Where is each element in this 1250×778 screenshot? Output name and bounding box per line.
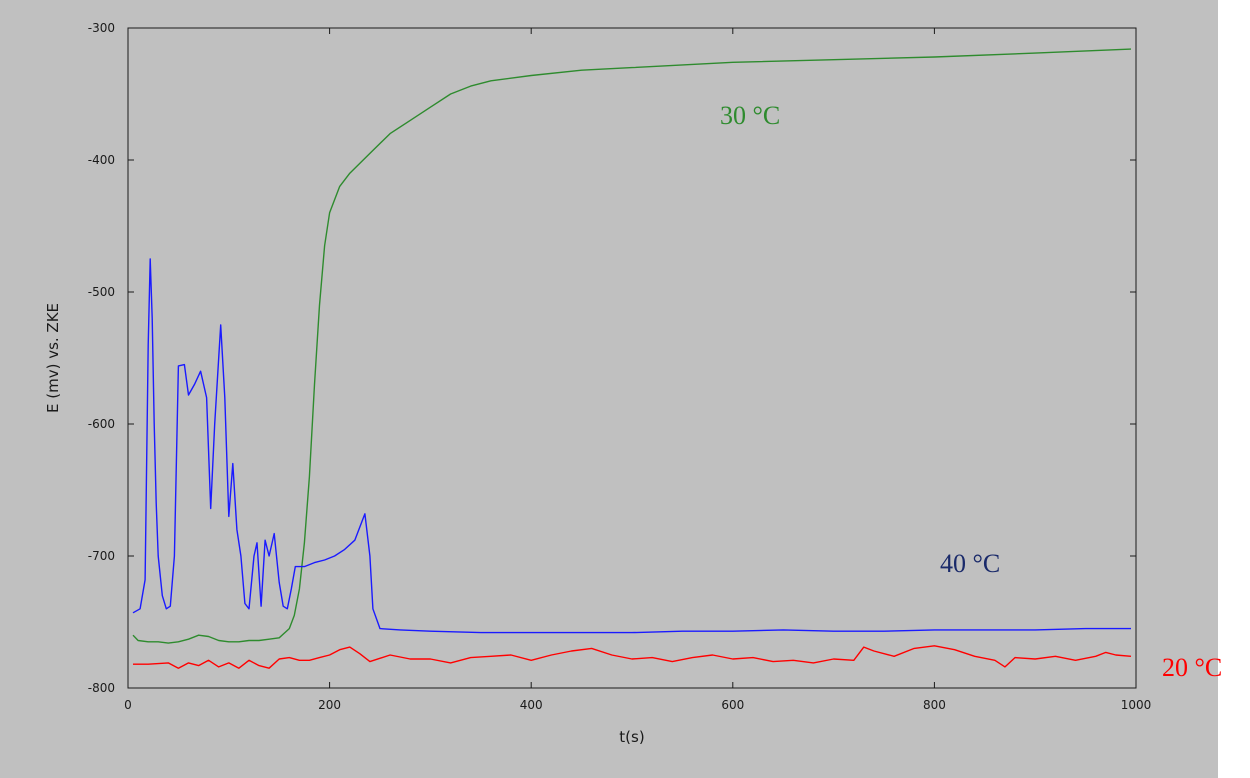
y-tick-label: -500 — [88, 285, 115, 299]
series-label-40c: 40 °C — [940, 549, 1000, 578]
plot-area — [127, 27, 1137, 689]
series-line-20c — [133, 645, 1132, 669]
x-axis-title: t(s) — [619, 728, 644, 746]
y-tick-label: -400 — [88, 153, 115, 167]
x-tick-label: 1000 — [1121, 698, 1152, 712]
x-tick-label: 800 — [923, 698, 946, 712]
series-lines — [132, 48, 1132, 669]
x-tick-label: 0 — [124, 698, 132, 712]
x-tick-label: 200 — [318, 698, 341, 712]
x-tick-label: 400 — [520, 698, 543, 712]
series-label-20c: 20 °C — [1162, 653, 1222, 682]
series-line-40c — [132, 258, 1131, 634]
y-tick-label: -600 — [88, 417, 115, 431]
series-label-30c: 30 °C — [720, 101, 780, 130]
y-axis-title: E (mv) vs. ZKE — [44, 303, 62, 413]
series-line-30c — [132, 48, 1132, 644]
y-tick-label: -800 — [88, 681, 115, 695]
y-tick-label: -700 — [88, 549, 115, 563]
axis-ticks: 0 200 400 600 800 1000 -300 -400 -500 -600 -700 -80… — [88, 21, 1152, 712]
y-tick-label: -300 — [88, 21, 115, 35]
x-tick-label: 600 — [721, 698, 744, 712]
